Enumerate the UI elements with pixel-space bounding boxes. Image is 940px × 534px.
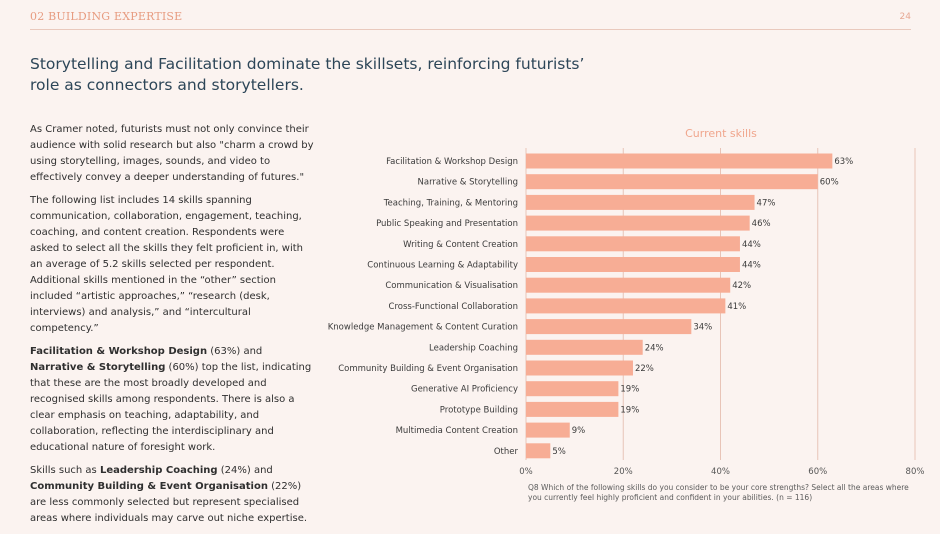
value-label: 34% <box>693 323 712 333</box>
page-header: 02 BUILDING EXPERTISE 24 <box>30 10 911 30</box>
value-label: 60% <box>820 178 839 188</box>
bar <box>526 360 633 376</box>
value-label: 42% <box>732 281 751 291</box>
bar <box>526 215 750 231</box>
bar <box>526 153 833 169</box>
value-label: 19% <box>620 405 639 415</box>
body-text-run: (63%) and <box>207 346 263 357</box>
value-label: 9% <box>572 426 586 436</box>
category-label: Other <box>494 447 519 457</box>
category-label: Continuous Learning & Adaptability <box>367 261 518 271</box>
body-text: As Cramer noted, futurists must not only… <box>30 122 315 534</box>
bar <box>526 339 643 355</box>
category-label: Leadership Coaching <box>429 343 518 353</box>
emphasis-text: Community Building & Event Organisation <box>30 481 268 492</box>
value-label: 44% <box>742 240 761 250</box>
category-label: Public Speaking and Presentation <box>376 219 518 229</box>
page-headline: Storytelling and Facilitation dominate t… <box>30 55 585 94</box>
emphasis-text: Narrative & Storytelling <box>30 362 166 373</box>
category-label: Multimedia Content Creation <box>396 426 518 436</box>
category-label: Narrative & Storytelling <box>418 178 519 188</box>
category-label: Knowledge Management & Content Curation <box>328 323 518 333</box>
bar <box>526 298 726 314</box>
bar <box>526 443 551 459</box>
chart-bars <box>526 153 833 459</box>
value-label: 22% <box>635 364 654 374</box>
bar <box>526 381 619 397</box>
bar <box>526 194 755 210</box>
chart-footnote: Q8 Which of the following skills do you … <box>528 483 909 502</box>
category-label: Prototype Building <box>440 405 518 415</box>
category-label: Facilitation & Workshop Design <box>386 157 518 167</box>
category-label: Generative AI Proficiency <box>411 385 518 395</box>
value-label: 63% <box>834 157 853 167</box>
body-text-run: Skills such as <box>30 465 100 476</box>
category-label: Community Building & Event Organisation <box>338 364 518 374</box>
value-label: 5% <box>552 447 566 457</box>
body-paragraph-2: The following list includes 14 skills sp… <box>30 195 304 334</box>
value-label: 44% <box>742 261 761 271</box>
page-number: 24 <box>899 12 911 22</box>
bar <box>526 257 740 272</box>
bar <box>526 277 731 293</box>
category-label: Cross-Functional Collaboration <box>389 302 518 312</box>
x-tick-label: 60% <box>808 467 827 477</box>
category-label: Writing & Content Creation <box>403 240 518 250</box>
emphasis-text: Facilitation & Workshop Design <box>30 346 208 357</box>
value-label: 41% <box>727 302 746 312</box>
chart-labels: 0% 20% 40% 60% 80% Facilitation & Workshop De… <box>328 157 925 477</box>
value-label: 46% <box>752 219 771 229</box>
body-text-run: (60%) top the list, indicating that thes… <box>30 362 312 453</box>
body-paragraph-3: Facilitation & Workshop Design (63%) and… <box>30 344 315 456</box>
chart-title: Current skills <box>685 127 757 140</box>
bar <box>526 401 619 417</box>
value-label: 19% <box>620 385 639 395</box>
category-label: Communication & Visualisation <box>385 281 518 291</box>
x-tick-label: 0% <box>519 467 533 477</box>
x-tick-label: 20% <box>614 467 633 477</box>
emphasis-text: Leadership Coaching <box>99 465 218 476</box>
bar <box>526 422 570 438</box>
x-tick-label: 40% <box>711 467 730 477</box>
body-text-run: (22%) are less commonly selected but rep… <box>30 481 308 524</box>
bar <box>526 174 818 190</box>
value-label: 24% <box>645 343 664 353</box>
value-label: 47% <box>757 198 776 208</box>
section-title: 02 BUILDING EXPERTISE <box>30 10 183 23</box>
bar <box>526 319 692 335</box>
body-text-run: (24%) and <box>217 465 273 476</box>
bar <box>526 236 740 252</box>
body-paragraph-1: As Cramer noted, futurists must not only… <box>30 124 314 183</box>
category-label: Teaching, Training, & Mentoring <box>383 198 518 208</box>
body-paragraph-4: Skills such as Leadership Coaching (24%)… <box>30 463 315 527</box>
x-tick-label: 80% <box>906 467 925 477</box>
